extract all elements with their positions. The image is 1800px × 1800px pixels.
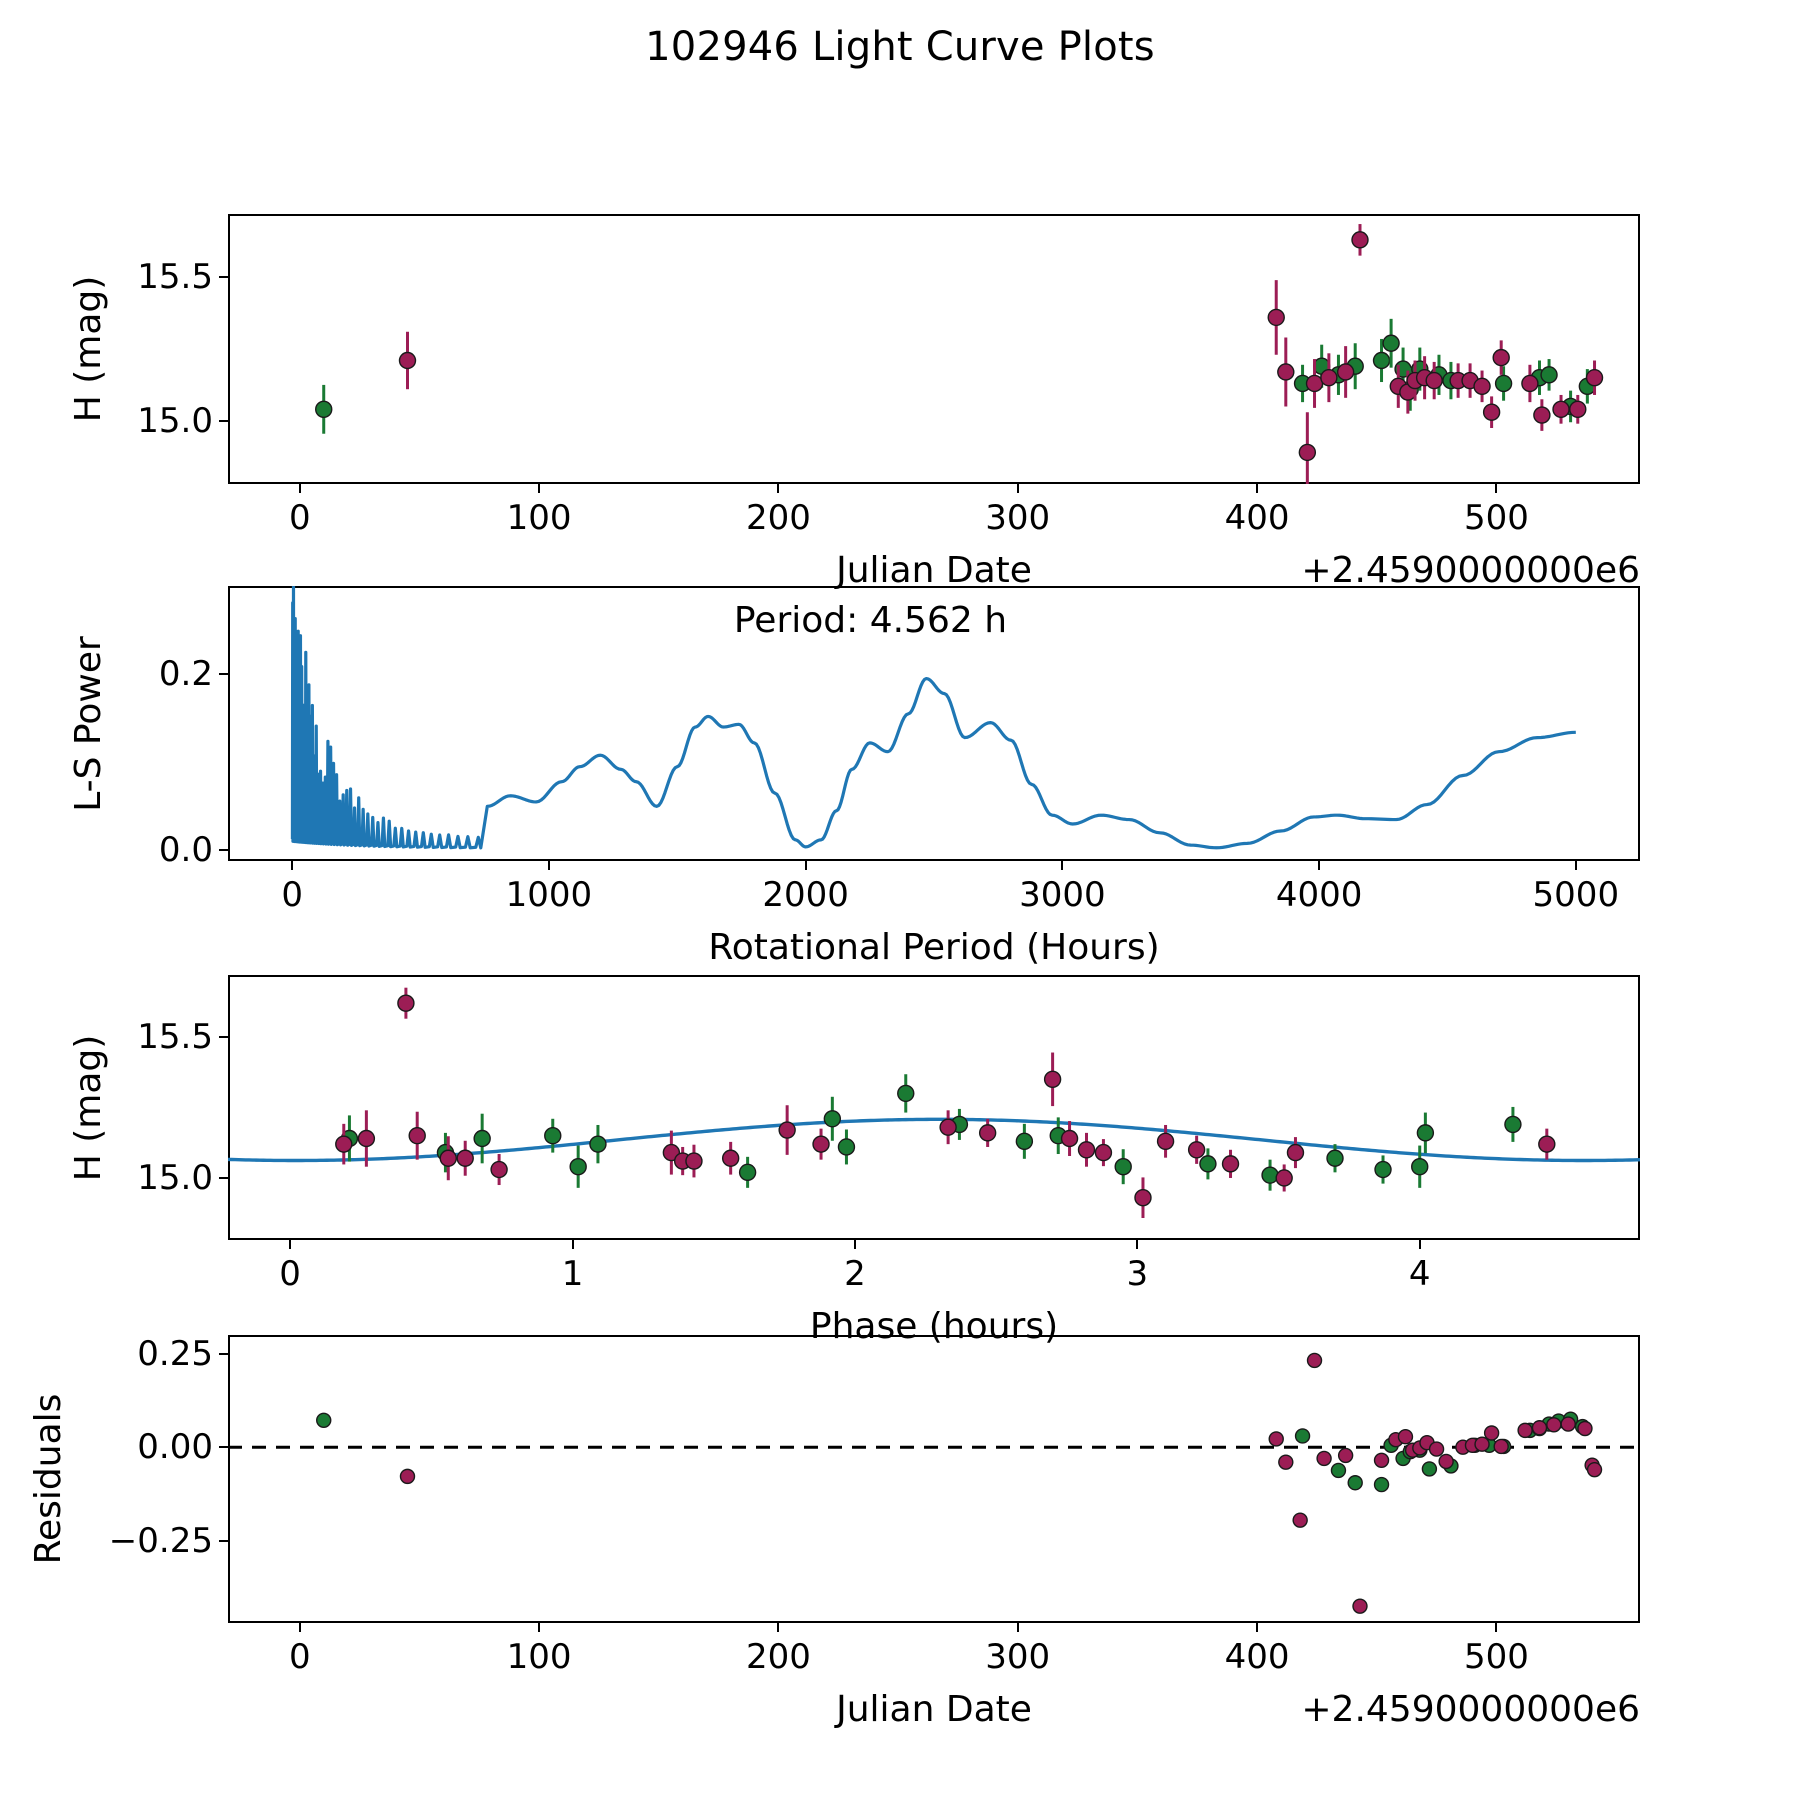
x-tick-mark (1318, 861, 1321, 870)
x-tick-mark (1256, 1623, 1259, 1632)
x-tick-mark (291, 861, 294, 870)
data-series-magenta-band (398, 224, 1604, 484)
x-tick-label: 5000 (1532, 875, 1620, 915)
x-tick-mark (777, 1623, 780, 1632)
y-tick-label: 15.0 (137, 1157, 213, 1198)
x-tick-label: 1 (561, 1254, 584, 1294)
x-tick-mark (547, 861, 550, 870)
x-tick-mark (1016, 484, 1019, 493)
period-annotation: Period: 4.562 h (733, 600, 1008, 641)
panel-periodogram (228, 586, 1640, 861)
x-axis-label: Phase (hours) (809, 1306, 1059, 1347)
x-tick-label: 4 (1408, 1254, 1431, 1294)
y-axis-label: H (mag) (68, 275, 109, 423)
x-tick-label: 200 (745, 498, 811, 538)
y-tick-label: 15.5 (137, 1017, 213, 1058)
y-tick-label: 0.00 (137, 1427, 213, 1468)
y-tick-label: 15.0 (137, 400, 213, 441)
x-tick-label: 0 (281, 875, 303, 915)
x-tick-label: 500 (1463, 1637, 1529, 1677)
x-tick-mark (1495, 484, 1498, 493)
axes-frame-phase-folded (228, 975, 1640, 1240)
panel-phase-folded (228, 975, 1640, 1240)
y-axis-label: Residuals (28, 1393, 69, 1565)
y-tick-mark (219, 419, 228, 422)
x-tick-label: 1000 (505, 875, 593, 915)
y-axis-label: H (mag) (68, 1034, 109, 1181)
page-title: 102946 Light Curve Plots (645, 24, 1155, 70)
y-tick-label: 0.25 (137, 1333, 213, 1374)
x-tick-label: 0 (288, 1637, 311, 1677)
x-tick-mark (1256, 484, 1259, 493)
x-tick-label: 300 (985, 498, 1051, 538)
periodogram-trace (290, 586, 1576, 850)
x-tick-mark (1016, 1623, 1019, 1632)
y-tick-mark (219, 673, 228, 676)
data-series-green-band (315, 318, 1597, 434)
x-axis-label: Rotational Period (Hours) (708, 927, 1160, 968)
x-tick-label: 3 (1126, 1254, 1149, 1294)
axes-frame-light-curve (228, 214, 1640, 484)
x-tick-mark (853, 1240, 856, 1249)
periodogram-plot-area (290, 586, 1576, 850)
data-series-green-band (340, 1074, 1522, 1191)
y-tick-mark (219, 1036, 228, 1039)
x-tick-mark (1136, 1240, 1139, 1249)
x-axis-offset-text: +2.4590000000e6 (1301, 550, 1640, 591)
x-tick-label: 500 (1463, 498, 1529, 538)
x-tick-mark (804, 861, 807, 870)
x-tick-mark (1495, 1623, 1498, 1632)
x-tick-label: 100 (506, 498, 572, 538)
x-tick-label: 100 (506, 1637, 572, 1677)
panel-residuals (228, 1335, 1640, 1623)
x-tick-label: 200 (745, 1637, 811, 1677)
x-tick-label: 0 (279, 1254, 301, 1294)
x-tick-label: 2000 (762, 875, 849, 915)
x-tick-mark (298, 484, 301, 493)
x-tick-label: 3000 (1019, 875, 1106, 915)
panel-light-curve (228, 214, 1640, 484)
y-tick-label: −0.25 (108, 1520, 213, 1561)
y-axis-label: L-S Power (68, 635, 109, 812)
data-series-magenta-band (335, 987, 1556, 1219)
x-tick-label: 300 (985, 1637, 1051, 1677)
x-tick-mark (298, 1623, 301, 1632)
x-tick-mark (1574, 861, 1577, 870)
data-series-magenta-band (399, 1352, 1603, 1614)
data-series-green-band (316, 1411, 1591, 1493)
y-tick-label: 15.5 (137, 257, 213, 298)
x-tick-label: 400 (1224, 1637, 1290, 1677)
x-tick-mark (538, 1623, 541, 1632)
x-tick-label: 400 (1224, 498, 1290, 538)
x-tick-mark (538, 484, 541, 493)
x-tick-mark (289, 1240, 292, 1249)
light-curve-plot-area (315, 224, 1604, 484)
y-tick-mark (219, 1446, 228, 1449)
y-tick-mark (219, 849, 228, 852)
x-tick-mark (1418, 1240, 1421, 1249)
residuals-plot-area (228, 1352, 1640, 1614)
x-axis-label: Julian Date (836, 1689, 1032, 1730)
axes-frame-residuals (228, 1335, 1640, 1623)
x-axis-label: Julian Date (836, 550, 1032, 591)
x-tick-mark (571, 1240, 574, 1249)
x-tick-label: 0 (288, 498, 311, 538)
x-tick-mark (777, 484, 780, 493)
y-tick-label: 0.2 (158, 654, 213, 695)
x-tick-label: 4000 (1275, 875, 1363, 915)
y-tick-label: 0.0 (158, 830, 213, 871)
x-axis-offset-text: +2.4590000000e6 (1301, 1689, 1640, 1730)
y-tick-mark (219, 1539, 228, 1542)
y-tick-mark (219, 1352, 228, 1355)
phase-folded-plot-area (228, 987, 1640, 1219)
y-tick-mark (219, 1176, 228, 1179)
x-tick-mark (1061, 861, 1064, 870)
y-tick-mark (219, 276, 228, 279)
x-tick-label: 2 (844, 1254, 866, 1294)
